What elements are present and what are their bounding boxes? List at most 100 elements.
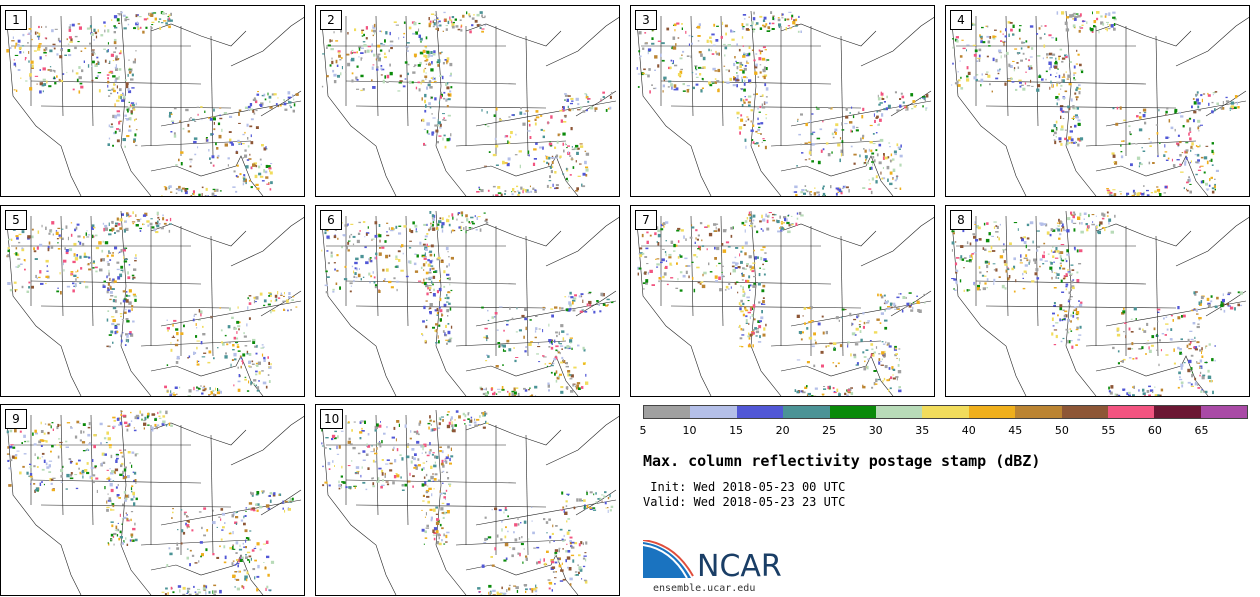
storm-cell (167, 329, 169, 332)
storm-cell (253, 97, 256, 100)
storm-cell (38, 32, 41, 37)
storm-cell (1056, 273, 1060, 276)
storm-cell (1074, 15, 1079, 18)
storm-cell (19, 263, 23, 265)
storm-cell (979, 35, 983, 38)
storm-cell (1026, 237, 1030, 240)
storm-cell (584, 310, 588, 313)
storm-cell (277, 97, 279, 99)
storm-cell (577, 344, 580, 347)
storm-cell (973, 23, 976, 26)
storm-cell (1154, 394, 1158, 396)
storm-cell (664, 265, 668, 269)
storm-cell (396, 288, 398, 292)
storm-cell (984, 248, 987, 251)
storm-cell (725, 69, 728, 71)
storm-cell (377, 53, 381, 56)
storm-cell (1198, 130, 1200, 132)
storm-cell (38, 440, 42, 444)
storm-cell (504, 193, 506, 195)
storm-cell (448, 338, 452, 341)
storm-cell (118, 75, 120, 78)
storm-cell (665, 240, 667, 242)
storm-cell (479, 11, 483, 14)
storm-cell (75, 72, 79, 75)
storm-cell (581, 386, 584, 389)
storm-cell (808, 141, 811, 144)
storm-cell (435, 342, 438, 344)
storm-cell (114, 103, 116, 107)
storm-cell (1130, 331, 1134, 333)
storm-cell (179, 386, 181, 389)
storm-cell (1170, 315, 1173, 317)
storm-cell (888, 388, 890, 392)
storm-cell (72, 282, 75, 285)
storm-cell (660, 53, 662, 57)
storm-cell (1078, 300, 1080, 302)
storm-cell (529, 319, 532, 321)
storm-cell (348, 240, 351, 242)
storm-cell (28, 281, 31, 284)
storm-cell (65, 488, 68, 490)
storm-cell (992, 38, 996, 40)
storm-cell (414, 253, 417, 255)
storm-cell (530, 190, 533, 193)
storm-cell (156, 211, 159, 216)
storm-cell (741, 346, 744, 348)
storm-cell (1206, 189, 1209, 191)
storm-cell (895, 376, 899, 378)
storm-cell (1225, 100, 1230, 103)
storm-cell (331, 57, 333, 60)
storm-cell (91, 459, 94, 462)
storm-cell (882, 177, 886, 180)
boundary-line (690, 215, 694, 317)
storm-cell (1227, 305, 1231, 307)
storm-cell (57, 227, 61, 229)
storm-cell (757, 128, 760, 132)
storm-cell (511, 193, 514, 196)
storm-cell (204, 110, 206, 113)
storm-cell (966, 241, 969, 245)
storm-cell (114, 224, 118, 227)
storm-cell (1165, 316, 1168, 318)
storm-cell (384, 75, 386, 79)
storm-cell (156, 224, 160, 228)
storm-cell (671, 62, 674, 65)
storm-cell (905, 105, 908, 109)
storm-cell (429, 287, 431, 291)
storm-cell (264, 170, 268, 174)
storm-cell (1197, 362, 1201, 364)
storm-cell (366, 49, 370, 53)
boundary-line (475, 100, 617, 127)
storm-cell (1039, 265, 1041, 268)
storm-cell (841, 122, 843, 126)
storm-cell (217, 347, 219, 349)
storm-cell (1120, 360, 1122, 362)
storm-cell (688, 275, 690, 279)
storm-cell (14, 46, 16, 49)
storm-cell (390, 46, 393, 50)
storm-cell (523, 387, 526, 390)
storm-cell (881, 358, 883, 361)
storm-cell (59, 441, 63, 444)
storm-cell (951, 84, 953, 86)
storm-cell (1216, 296, 1219, 300)
storm-cell (428, 80, 432, 83)
storm-cell (1068, 298, 1072, 300)
storm-cell (646, 231, 649, 234)
storm-cell (749, 307, 752, 311)
storm-cell (1191, 105, 1193, 109)
storm-cell (752, 219, 755, 222)
storm-cell (1074, 15, 1076, 18)
storm-cell (24, 440, 26, 443)
storm-cell (1027, 249, 1031, 251)
storm-cell (744, 138, 747, 142)
storm-cell (49, 66, 52, 68)
storm-cell (853, 162, 856, 165)
storm-cell (425, 47, 428, 49)
boundary-line (260, 489, 302, 516)
storm-cell (208, 350, 212, 354)
storm-cell (425, 72, 427, 74)
storm-cell (213, 394, 217, 396)
storm-cell (151, 226, 155, 229)
